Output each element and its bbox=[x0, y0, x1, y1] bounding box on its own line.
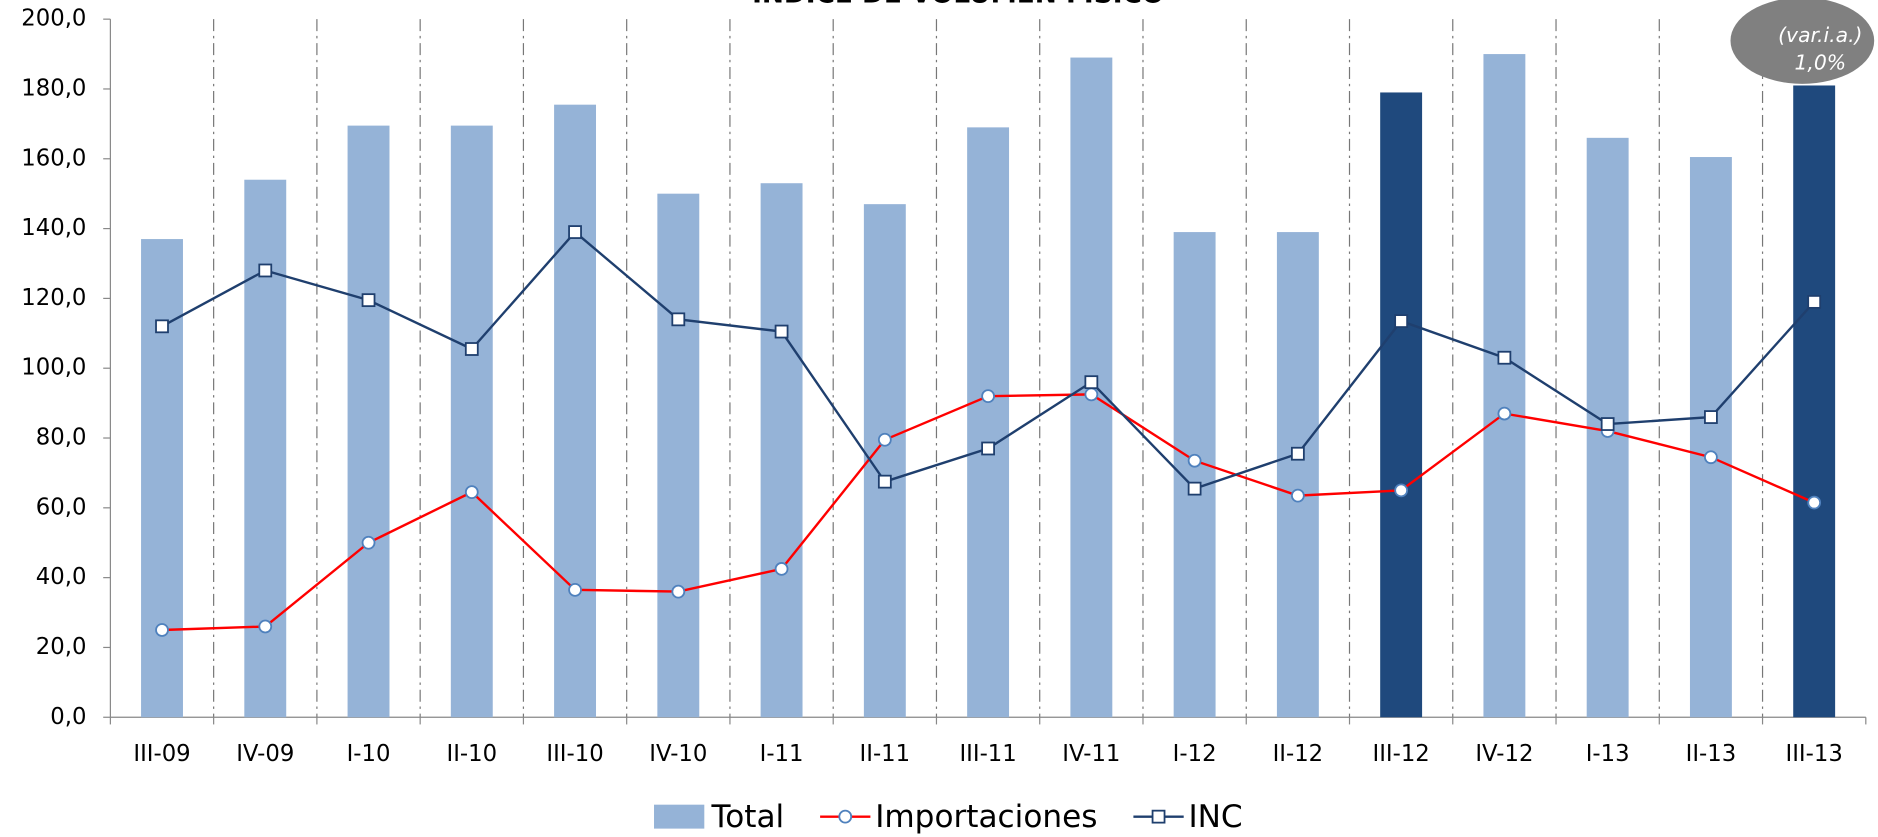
marker bbox=[1600, 417, 1615, 431]
marker bbox=[1497, 350, 1512, 365]
marker bbox=[774, 562, 789, 576]
marker bbox=[671, 584, 686, 599]
marker bbox=[464, 485, 479, 500]
bar bbox=[1276, 232, 1319, 718]
bar bbox=[1380, 92, 1423, 718]
marker bbox=[1394, 483, 1409, 498]
legend-label: Importaciones bbox=[875, 799, 1097, 835]
marker bbox=[361, 293, 376, 308]
marker bbox=[258, 263, 273, 278]
x-tick-label: IV-09 bbox=[236, 741, 294, 767]
legend-label: INC bbox=[1188, 799, 1242, 835]
y-tick-label: 60,0 bbox=[36, 494, 87, 520]
marker bbox=[258, 619, 273, 634]
marker bbox=[981, 441, 995, 456]
x-tick-label: II-13 bbox=[1686, 741, 1737, 767]
marker bbox=[155, 623, 169, 637]
legend-label: Total bbox=[710, 799, 784, 835]
marker bbox=[1290, 488, 1305, 503]
bar bbox=[967, 127, 1010, 718]
marker bbox=[568, 582, 582, 597]
marker bbox=[155, 319, 169, 334]
marker bbox=[464, 342, 479, 356]
marker bbox=[1394, 314, 1409, 328]
marker bbox=[981, 389, 995, 404]
bar bbox=[141, 239, 183, 718]
marker bbox=[1807, 295, 1822, 309]
marker bbox=[568, 225, 582, 239]
x-tick-label: II-10 bbox=[447, 741, 498, 767]
marker bbox=[1084, 387, 1099, 402]
y-tick-label: 120,0 bbox=[21, 285, 86, 311]
marker bbox=[1807, 495, 1822, 510]
x-tick-label: III-11 bbox=[959, 741, 1016, 767]
y-tick-label: 100,0 bbox=[21, 355, 86, 381]
x-tick-label: I-11 bbox=[760, 741, 804, 767]
x-tick-label: III-10 bbox=[546, 741, 603, 767]
bar bbox=[244, 179, 287, 718]
annotation-label: (var.i.a.) bbox=[1778, 23, 1862, 47]
x-tick-label: I-12 bbox=[1173, 741, 1217, 767]
marker bbox=[1084, 375, 1099, 390]
x-tick-label: I-13 bbox=[1586, 741, 1630, 767]
bar bbox=[347, 125, 390, 718]
x-tick-label: III-13 bbox=[1786, 741, 1843, 767]
y-tick-label: 200,0 bbox=[21, 6, 86, 32]
marker bbox=[1187, 481, 1202, 496]
legend-swatch bbox=[654, 804, 705, 829]
y-tick-label: 40,0 bbox=[36, 564, 87, 590]
bar bbox=[1689, 157, 1732, 718]
bar bbox=[657, 193, 700, 718]
y-tick-label: 0,0 bbox=[50, 704, 86, 730]
y-tick-label: 160,0 bbox=[21, 145, 86, 171]
marker bbox=[1704, 450, 1718, 465]
x-tick-label: II-12 bbox=[1273, 741, 1324, 767]
x-tick-label: I-10 bbox=[347, 741, 391, 767]
bar bbox=[1793, 85, 1836, 718]
annotation-value: 1,0% bbox=[1794, 50, 1846, 74]
x-tick-label: III-12 bbox=[1372, 741, 1429, 767]
x-tick-label: III-09 bbox=[133, 741, 190, 767]
marker bbox=[1704, 410, 1718, 424]
bar bbox=[1483, 54, 1526, 718]
bar bbox=[450, 125, 493, 718]
bar bbox=[760, 183, 803, 718]
bar bbox=[554, 104, 597, 718]
marker bbox=[1497, 406, 1512, 421]
x-tick-label: IV-10 bbox=[649, 741, 707, 767]
chart-title: ÍNDICE DE VOLUMEN FÍSICO bbox=[752, 0, 1164, 10]
x-tick-label: IV-11 bbox=[1062, 741, 1120, 767]
marker bbox=[671, 312, 686, 327]
marker bbox=[877, 474, 892, 489]
marker bbox=[1187, 453, 1202, 468]
y-tick-label: 180,0 bbox=[21, 75, 86, 101]
marker bbox=[361, 535, 376, 550]
y-tick-label: 20,0 bbox=[36, 634, 87, 660]
annotation-bubble bbox=[1730, 0, 1875, 84]
legend-marker bbox=[1151, 809, 1166, 824]
marker bbox=[877, 432, 892, 447]
x-tick-label: II-11 bbox=[860, 741, 911, 767]
x-tick-label: IV-12 bbox=[1475, 741, 1533, 767]
y-tick-label: 140,0 bbox=[21, 215, 86, 241]
marker bbox=[774, 324, 789, 339]
legend-marker bbox=[838, 809, 853, 824]
y-tick-label: 80,0 bbox=[36, 425, 87, 451]
marker bbox=[1290, 446, 1305, 461]
